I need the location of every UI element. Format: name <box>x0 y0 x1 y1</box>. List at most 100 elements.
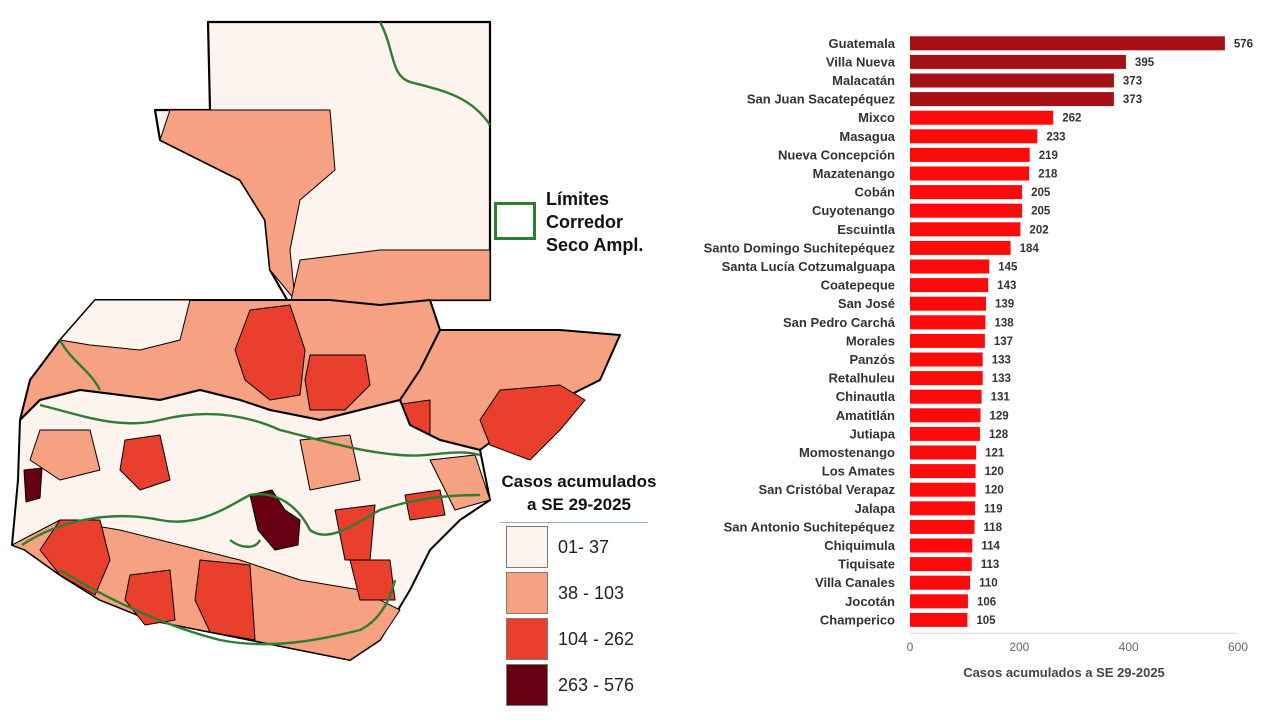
value-label: 184 <box>1020 243 1040 255</box>
value-label: 105 <box>976 615 996 627</box>
value-label: 118 <box>984 522 1003 534</box>
category-label: Champerico <box>820 612 895 627</box>
bar <box>910 147 1030 162</box>
category-label: Mixco <box>858 110 895 125</box>
region-coast-high-3 <box>194 559 256 641</box>
category-label: Villa Canales <box>815 575 895 590</box>
value-label: 233 <box>1046 131 1065 143</box>
bars-layer: Guatemala 576 Villa Nueva 395 Malacatán 373 Sa… <box>704 36 1253 628</box>
category-label: Tiquisate <box>838 557 895 572</box>
scale-legend-swatch <box>506 664 548 706</box>
value-label: 121 <box>985 448 1005 460</box>
bar <box>910 501 976 516</box>
scale-legend-swatch <box>506 618 548 660</box>
value-label: 218 <box>1038 169 1058 181</box>
bar <box>910 333 985 348</box>
region-carcha <box>304 354 371 411</box>
region-coast-high-4 <box>349 559 396 601</box>
bar <box>910 426 980 441</box>
bar <box>910 519 975 534</box>
category-label: Cobán <box>855 185 896 200</box>
value-label: 205 <box>1031 187 1051 199</box>
value-label: 139 <box>995 299 1014 311</box>
region-highlands-high-3 <box>404 489 446 521</box>
chart-panel: Guatemala 576 Villa Nueva 395 Malacatán 373 Sa… <box>660 0 1280 720</box>
bar <box>910 371 983 386</box>
category-label: Santa Lucía Cotzumalguapa <box>722 259 896 274</box>
bar <box>910 594 968 609</box>
category-label: Retalhuleu <box>829 371 896 386</box>
scale-legend-rule <box>500 522 648 523</box>
ticks-layer: 0 200 400 600 <box>907 640 1249 654</box>
bar <box>910 557 972 572</box>
value-label: 137 <box>994 336 1013 348</box>
bar <box>910 259 990 274</box>
value-label: 202 <box>1029 224 1048 236</box>
value-label: 128 <box>989 429 1009 441</box>
bar <box>910 92 1114 107</box>
value-label: 113 <box>981 559 1000 571</box>
corridor-legend-label: Límites Corredor Seco Ampl. <box>546 189 644 255</box>
region-guatemala-city <box>249 489 301 551</box>
corridor-boundary <box>21 21 491 646</box>
region-mid-orange-3 <box>429 454 491 511</box>
scale-legend-item: 263 - 576 <box>506 664 648 706</box>
value-label: 133 <box>992 373 1011 385</box>
region-malacatan <box>23 467 43 503</box>
category-label: Jalapa <box>855 501 896 516</box>
bar <box>910 166 1030 181</box>
region-nw-pale <box>59 299 191 351</box>
region-morales <box>479 384 586 461</box>
bar <box>910 278 989 293</box>
category-label: San Pedro Carchá <box>783 315 896 330</box>
category-label: Momostenango <box>799 445 895 460</box>
category-label: Masagua <box>839 129 895 144</box>
bar <box>910 296 986 311</box>
region-highlands-high-1 <box>119 434 171 491</box>
category-label: Mazatenango <box>813 166 895 181</box>
bar <box>910 445 977 460</box>
bar <box>910 185 1023 200</box>
category-label: Escuintla <box>837 222 896 237</box>
category-label: Nueva Concepción <box>778 147 895 162</box>
category-label: San José <box>838 296 895 311</box>
bar <box>910 538 973 553</box>
bar <box>910 408 981 423</box>
scale-legend-label: 01- 37 <box>558 537 610 557</box>
category-label: Villa Nueva <box>826 54 896 69</box>
value-label: 395 <box>1135 57 1155 69</box>
bar <box>910 54 1126 69</box>
value-label: 120 <box>985 466 1004 478</box>
category-label: San Juan Sacatepéquez <box>747 92 896 107</box>
category-label: Cuyotenango <box>812 203 895 218</box>
bar <box>910 36 1225 51</box>
category-label: Jutiapa <box>849 426 895 441</box>
category-label: Jocotán <box>845 594 895 609</box>
value-label: 119 <box>984 503 1003 515</box>
bar <box>910 222 1021 237</box>
value-label: 138 <box>994 317 1014 329</box>
bar <box>910 73 1114 88</box>
x-tick-label: 400 <box>1119 640 1139 654</box>
value-label: 106 <box>977 596 996 608</box>
bar <box>910 110 1054 125</box>
category-label: Los Amates <box>822 464 895 479</box>
bar <box>910 129 1038 144</box>
bar <box>910 464 976 479</box>
bar <box>910 389 982 404</box>
scale-legend-item: 38 - 103 <box>506 572 648 614</box>
value-label: 114 <box>981 541 1000 553</box>
category-label: Santo Domingo Suchitepéquez <box>704 240 896 255</box>
region-coban <box>234 304 306 401</box>
scale-legend-swatch <box>506 526 548 568</box>
value-label: 205 <box>1031 206 1051 218</box>
x-tick-label: 600 <box>1228 640 1248 654</box>
bar <box>910 240 1011 255</box>
x-tick-label: 200 <box>1009 640 1029 654</box>
bar <box>910 482 976 497</box>
map-departments <box>11 20 621 661</box>
value-label: 143 <box>997 280 1016 292</box>
value-label: 576 <box>1234 38 1253 50</box>
x-tick-label: 0 <box>907 640 914 654</box>
category-label: San Cristóbal Verapaz <box>758 482 895 497</box>
